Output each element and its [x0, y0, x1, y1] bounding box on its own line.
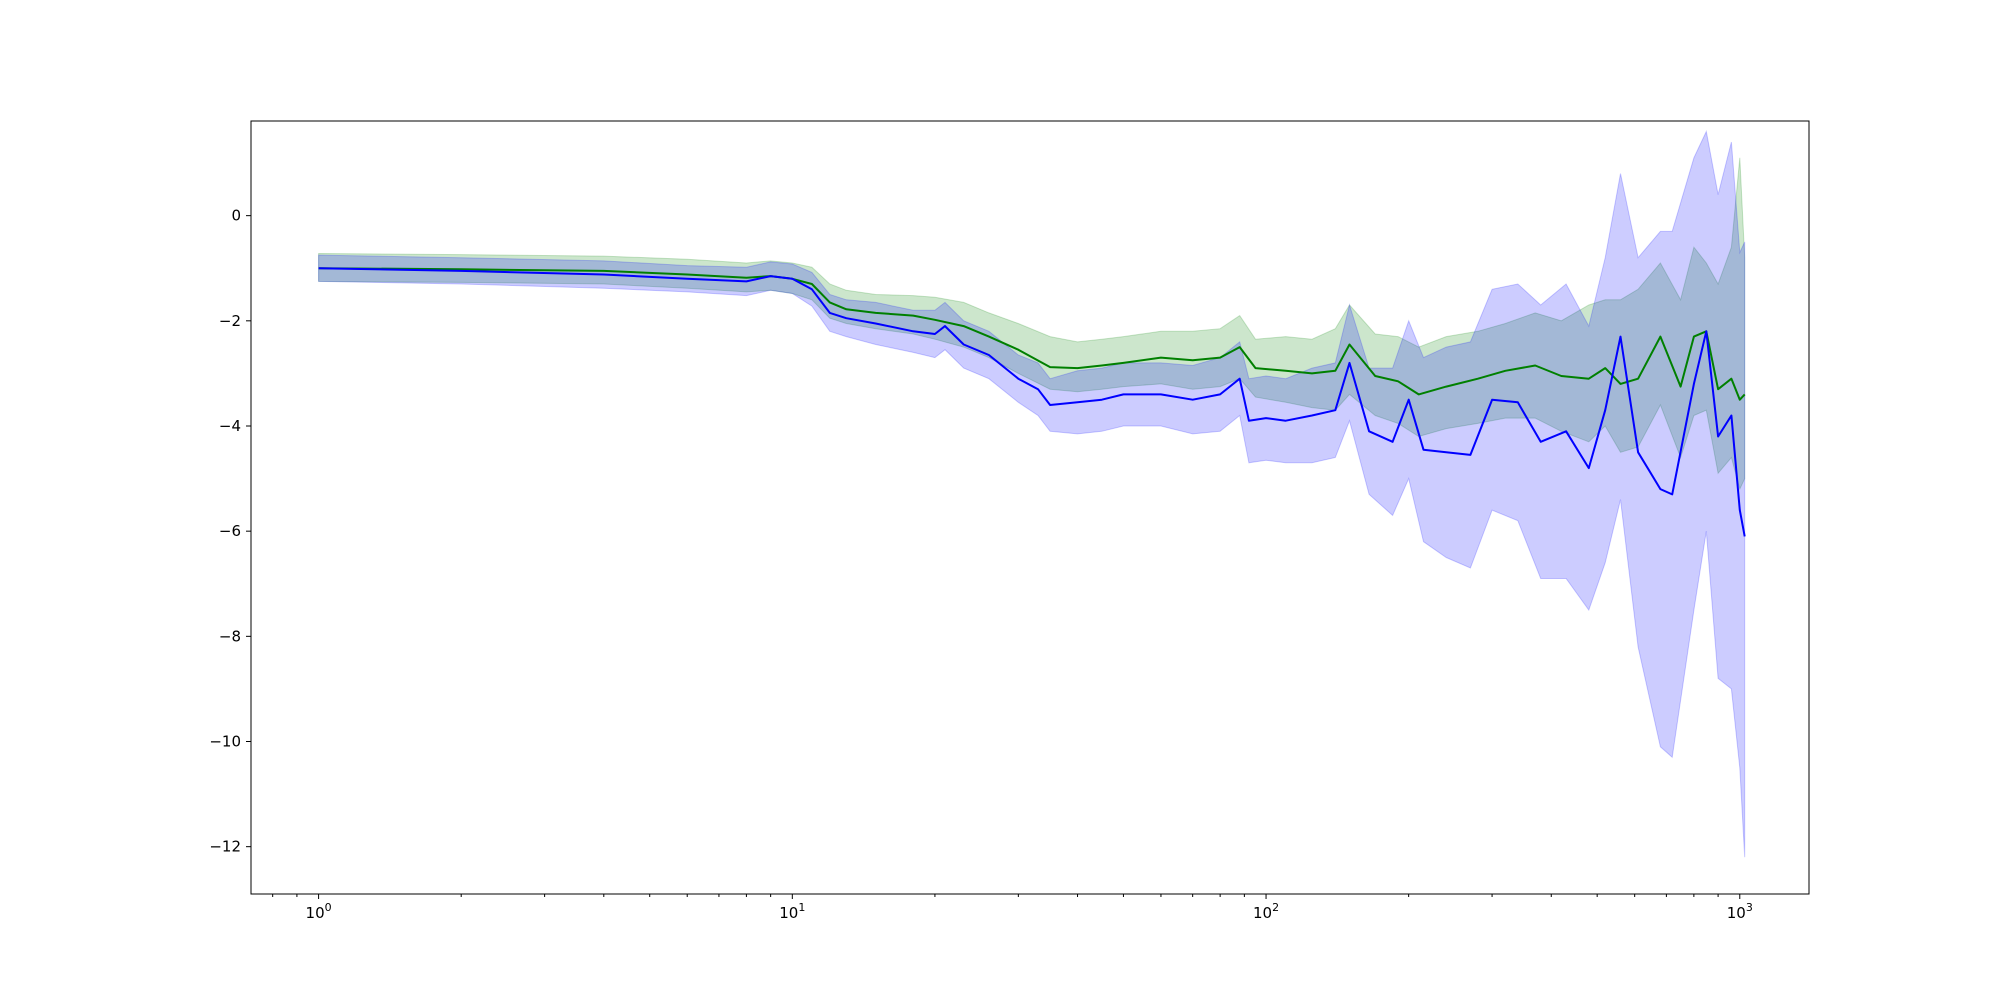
- x-tick-exponent: 0: [325, 901, 332, 914]
- y-tick-label: 0: [231, 207, 241, 225]
- series-lines: [318, 267, 1746, 537]
- y-tick-label: −4: [219, 417, 241, 435]
- y-tick-label: −2: [219, 312, 241, 330]
- x-tick-exponent: 1: [798, 901, 805, 914]
- y-tick-label: −8: [219, 627, 241, 645]
- x-tick-base: 10: [779, 904, 798, 922]
- x-tick-label: 102: [1253, 901, 1279, 922]
- x-tick-base: 10: [1727, 904, 1746, 922]
- y-tick-label: −10: [209, 733, 241, 751]
- x-tick-exponent: 2: [1272, 901, 1279, 914]
- x-tick-base: 10: [1253, 904, 1272, 922]
- x-tick-label: 103: [1727, 901, 1753, 922]
- x-tick-label: 100: [306, 901, 332, 922]
- x-tick-exponent: 3: [1746, 901, 1753, 914]
- confidence-bands: [318, 129, 1746, 858]
- band-series-1: [318, 157, 1746, 491]
- x-tick-label: 101: [779, 901, 805, 922]
- y-axis: 0 −2 −4 −6 −8 −10 −12: [209, 207, 251, 856]
- y-tick-label: −12: [209, 838, 241, 856]
- y-tick-label: −6: [219, 522, 241, 540]
- plot-frame: [250, 120, 1810, 895]
- band-series-2: [318, 129, 1746, 858]
- x-tick-base: 10: [306, 904, 325, 922]
- line-series-1: [318, 267, 1746, 401]
- x-axis: 100 101 102 103: [272, 894, 1753, 922]
- line-series-2: [318, 267, 1746, 537]
